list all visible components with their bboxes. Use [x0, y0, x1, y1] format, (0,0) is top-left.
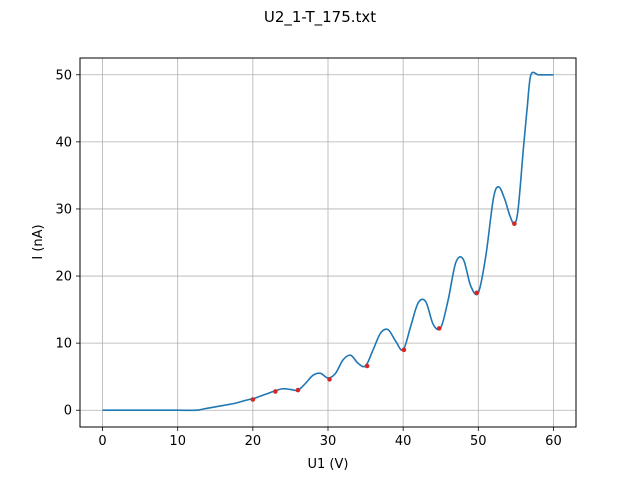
x-tick-label: 30: [320, 434, 337, 449]
y-tick-label: 50: [55, 68, 72, 83]
y-tick-label: 0: [64, 404, 72, 419]
x-axis-label: U1 (V): [308, 457, 349, 472]
minimum-marker: [364, 363, 370, 369]
x-tick-label: 0: [98, 434, 106, 449]
y-axis-label: I (nA): [31, 224, 46, 259]
minimum-marker: [401, 347, 407, 353]
x-axis: 0 10 20 30 40 50 60: [98, 427, 562, 449]
minimum-marker: [512, 221, 517, 227]
x-tick-label: 40: [395, 434, 412, 449]
y-tick-label: 30: [55, 202, 72, 217]
minimum-marker: [327, 377, 332, 382]
series-line: [102, 71, 554, 412]
grid: [80, 58, 576, 427]
minimum-marker: [295, 387, 301, 393]
x-tick-label: 50: [470, 434, 487, 449]
plot-area: [102, 71, 554, 412]
minimum-marker: [436, 326, 442, 331]
minimum-marker: [474, 290, 480, 296]
x-tick-label: 10: [169, 434, 186, 449]
chart-title: U2_1-T_175.txt: [264, 8, 376, 27]
y-axis: 0 10 20 30 40 50: [55, 68, 80, 419]
x-tick-label: 20: [245, 434, 262, 449]
y-tick-label: 10: [55, 337, 72, 352]
minimum-marker: [250, 397, 256, 402]
minimum-marker: [273, 389, 278, 394]
x-tick-label: 60: [545, 434, 562, 449]
y-tick-label: 20: [55, 270, 72, 285]
y-tick-label: 40: [55, 135, 72, 150]
